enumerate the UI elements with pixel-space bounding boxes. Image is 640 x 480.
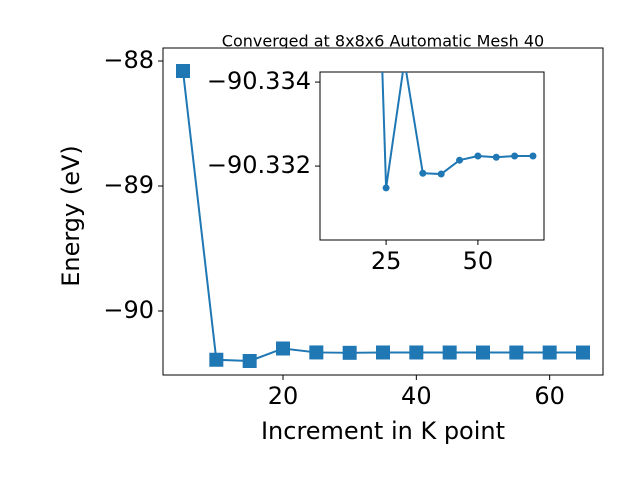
marker [209, 352, 224, 367]
y-tick-label: −90 [103, 296, 154, 324]
x-tick-label: 20 [268, 382, 299, 410]
chart-title: Converged at 8x8x6 Automatic Mesh 40 [222, 32, 544, 51]
y-axis-label: Energy (eV) [57, 145, 85, 287]
marker [376, 345, 390, 360]
marker [511, 152, 519, 160]
x-tick-label: 40 [401, 382, 432, 410]
y-tick-label: −89 [103, 171, 154, 199]
marker [509, 345, 524, 360]
y-tick-label: −88 [103, 46, 154, 74]
x-tick-label: 50 [463, 247, 494, 275]
marker [176, 64, 190, 78]
x-axis-label: Increment in K point [261, 417, 505, 445]
marker [382, 184, 390, 192]
y-tick-label: −90.332 [207, 151, 311, 179]
marker [276, 341, 290, 356]
y-tick-label: −90.334 [207, 67, 311, 95]
marker [419, 169, 427, 177]
marker [529, 152, 537, 160]
marker [442, 345, 457, 360]
marker [437, 170, 445, 178]
marker [456, 156, 464, 164]
marker [476, 345, 490, 360]
marker [309, 345, 324, 360]
x-tick-label: 25 [371, 247, 402, 275]
series [381, 72, 537, 192]
marker [492, 153, 500, 161]
marker [542, 345, 557, 360]
marker [576, 345, 590, 360]
series [176, 64, 590, 368]
marker [242, 354, 257, 368]
x-tick-label: 60 [534, 382, 565, 410]
marker [342, 345, 357, 360]
line [381, 72, 533, 189]
marker [474, 152, 482, 160]
marker [409, 345, 424, 360]
